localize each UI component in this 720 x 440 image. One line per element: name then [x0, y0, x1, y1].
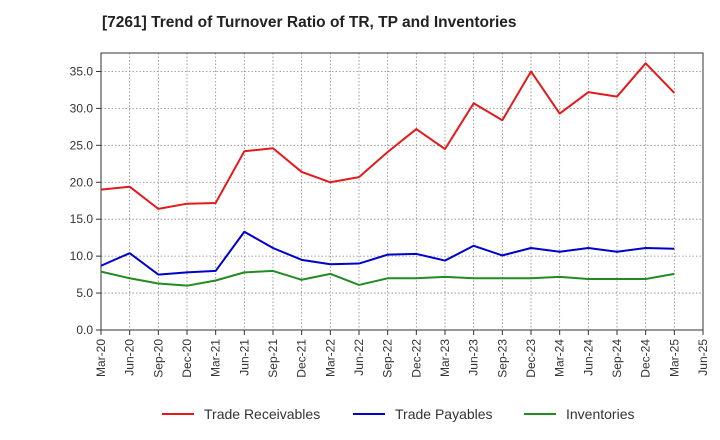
- x-tick-label: Dec-23: [524, 339, 538, 378]
- x-tick-label: Dec-24: [639, 339, 653, 378]
- x-tick-label: Mar-24: [553, 339, 567, 377]
- y-tick-label: 10.0: [70, 249, 94, 263]
- x-tick-label: Jun-21: [237, 339, 251, 376]
- x-tick-label: Jun-20: [123, 339, 137, 376]
- x-tick-label: Jun-25: [696, 339, 710, 376]
- x-tick-label: Sep-22: [381, 339, 395, 378]
- x-tick-label: Mar-20: [94, 339, 108, 377]
- x-tick-label: Sep-23: [495, 339, 509, 378]
- x-tick-label: Mar-21: [209, 339, 223, 377]
- x-tick-label: Dec-20: [180, 339, 194, 378]
- y-tick-label: 25.0: [70, 138, 94, 152]
- y-tick-label: 30.0: [70, 101, 94, 115]
- y-tick-label: 15.0: [70, 212, 94, 226]
- legend-label-trade-receivables: Trade Receivables: [204, 406, 320, 422]
- x-tick-label: Sep-20: [151, 339, 165, 378]
- chart-title: [7261] Trend of Turnover Ratio of TR, TP…: [102, 14, 517, 31]
- y-tick-label: 35.0: [70, 64, 94, 78]
- x-tick-label: Sep-21: [266, 339, 280, 378]
- plot-area: [101, 53, 703, 330]
- y-tick-label: 5.0: [76, 286, 93, 300]
- x-tick-label: Mar-22: [323, 339, 337, 377]
- x-tick-label: Mar-25: [667, 339, 681, 377]
- legend-label-trade-payables: Trade Payables: [395, 406, 493, 422]
- x-tick-label: Sep-24: [610, 339, 624, 378]
- x-tick-label: Jun-23: [467, 339, 481, 376]
- series-line-trade-receivables: [100, 62, 676, 210]
- series-line-inventories: [100, 269, 675, 287]
- plot-frame: [100, 52, 704, 331]
- x-tick-label: Mar-23: [438, 339, 452, 377]
- x-tick-label: Jun-24: [581, 339, 595, 376]
- series-line-trade-payables: [100, 230, 675, 276]
- x-tick-label: Dec-21: [295, 339, 309, 378]
- y-tick-label: 0.0: [76, 323, 93, 337]
- y-tick-label: 20.0: [70, 175, 94, 189]
- legend-label-inventories: Inventories: [566, 406, 634, 422]
- x-tick-label: Jun-22: [352, 339, 366, 376]
- x-tick-label: Dec-22: [409, 339, 423, 378]
